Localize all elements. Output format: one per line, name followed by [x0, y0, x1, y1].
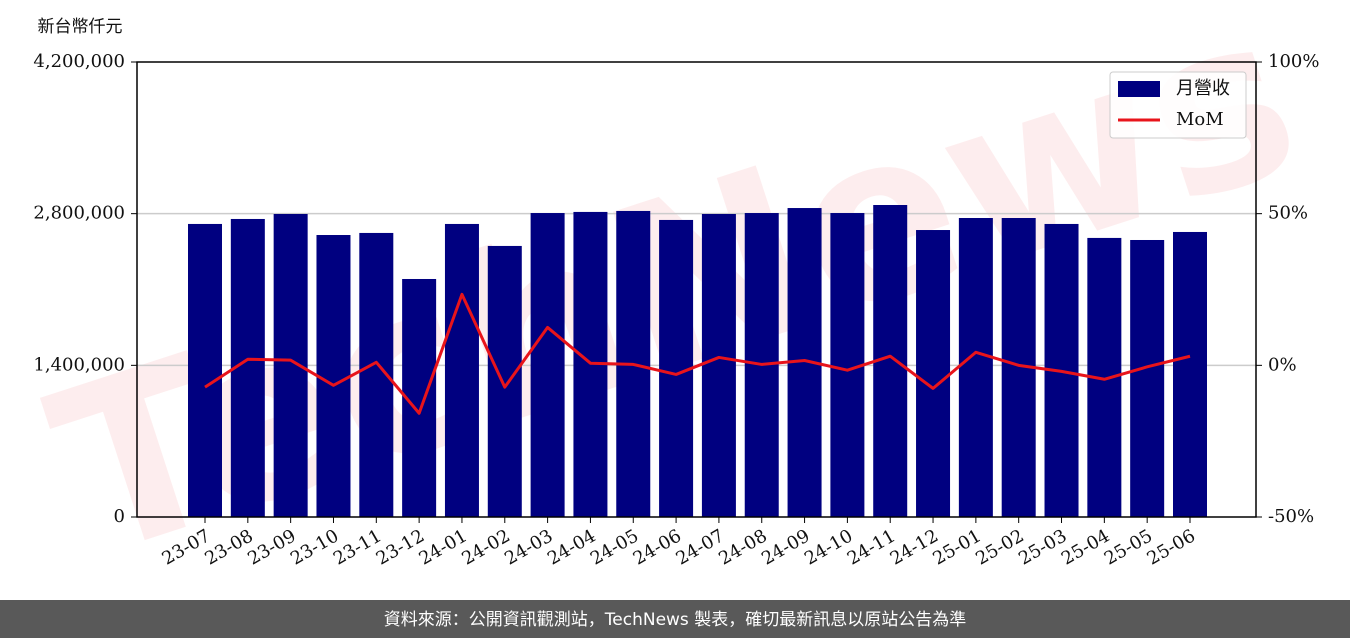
x-tick-label: 25-05 — [1101, 525, 1156, 569]
line — [204, 292, 1191, 415]
y-tick-label: 1,400,000 — [33, 354, 125, 375]
bar — [701, 213, 736, 517]
x-tick-label: 25-04 — [1058, 525, 1113, 569]
bar — [1173, 231, 1207, 517]
bar — [487, 245, 522, 517]
bar — [444, 223, 479, 518]
bar — [530, 213, 565, 517]
legend-label: MoM — [1176, 109, 1224, 130]
x-tick-label: 25-06 — [1144, 525, 1199, 569]
x-tick-label: 24-03 — [501, 525, 556, 569]
bar — [958, 218, 993, 517]
footer-bar — [0, 600, 1350, 638]
y2-tick-label: -50% — [1268, 506, 1314, 527]
x-tick-label: 23-12 — [373, 525, 428, 569]
bar — [316, 235, 351, 517]
y2-tick-label: 100% — [1268, 51, 1319, 72]
x-tick-label: 24-06 — [630, 525, 685, 569]
y2-tick-label: 50% — [1268, 203, 1308, 224]
x-tick-label: 24-05 — [587, 525, 642, 569]
legend-swatch — [1118, 81, 1160, 97]
x-tick-label: 24-01 — [416, 525, 471, 569]
legend-label: 月營收 — [1176, 78, 1230, 99]
x-tick-label: 24-11 — [844, 525, 899, 569]
y-tick-label: 4,200,000 — [33, 51, 125, 72]
x-tick-label: 24-12 — [887, 525, 942, 569]
y-axis-label: 新台幣仟元 — [38, 17, 123, 37]
y-tick-label: 0 — [114, 506, 125, 527]
x-tick-label: 24-04 — [544, 525, 599, 569]
y-tick-label: 2,800,000 — [33, 203, 125, 224]
x-tick-label: 24-10 — [801, 525, 856, 569]
x-tick-label: 24-02 — [458, 525, 513, 569]
x-tick-label: 25-02 — [972, 525, 1027, 569]
x-tick-label: 24-09 — [758, 525, 813, 569]
bar — [916, 230, 951, 517]
y2-tick-label: 0% — [1268, 354, 1297, 375]
x-tick-label: 24-08 — [715, 525, 770, 569]
bar — [1130, 239, 1165, 517]
bar — [188, 223, 222, 518]
footer: 資料來源：公開資訊觀測站，TechNews 製表，確切最新訊息以原站公告為準 — [384, 610, 966, 630]
x-tick-label: 24-07 — [672, 525, 727, 569]
x-tick-label: 25-03 — [1015, 525, 1070, 569]
x-tick-label: 25-01 — [929, 525, 984, 569]
plot-frame — [136, 61, 1257, 518]
